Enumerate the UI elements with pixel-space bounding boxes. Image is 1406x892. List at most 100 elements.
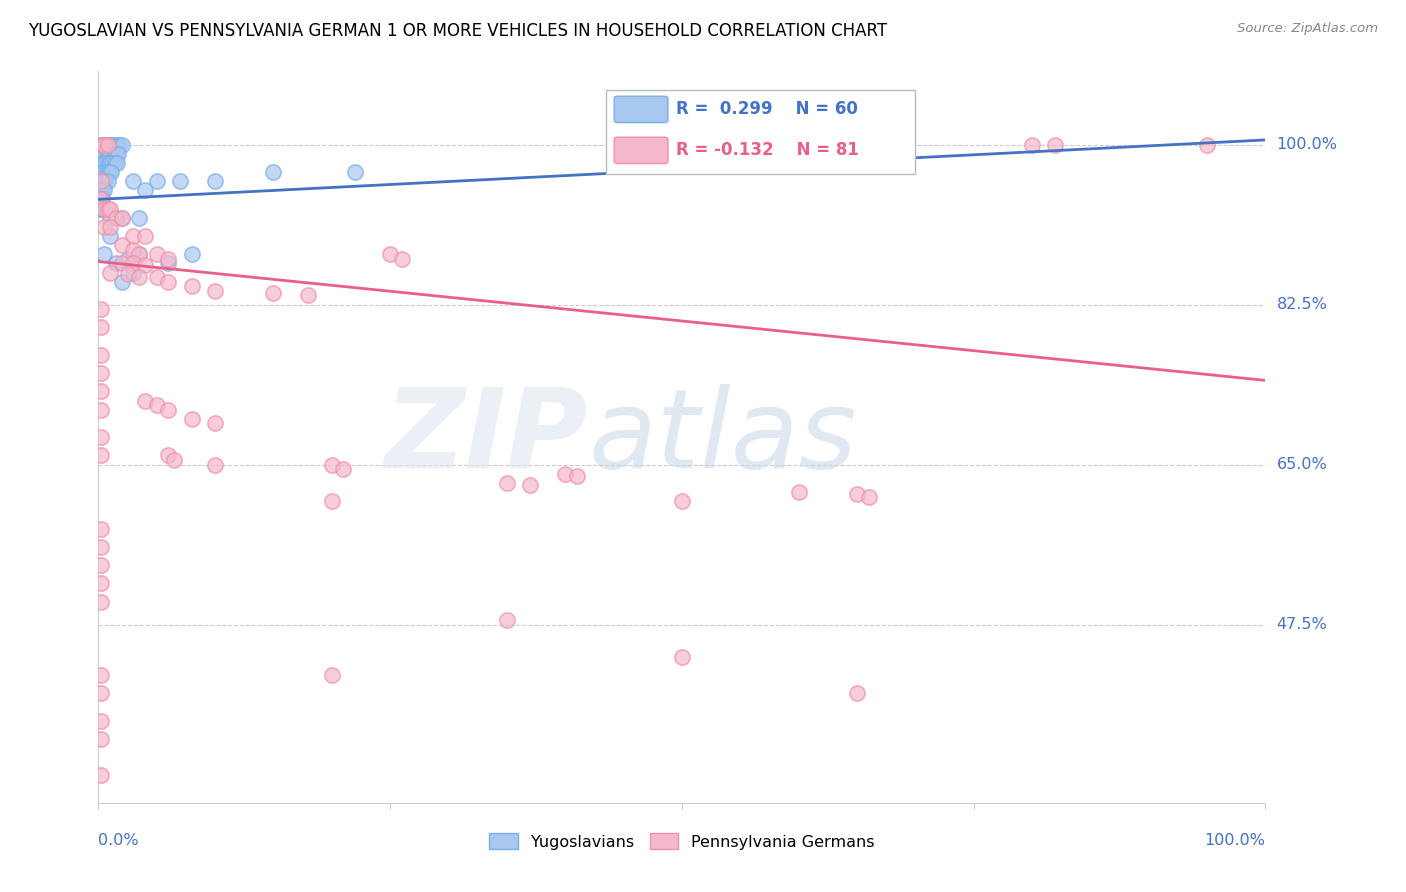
Point	[134, 183, 156, 197]
Text: 100.0%: 100.0%	[1205, 833, 1265, 848]
Point	[90, 558, 112, 573]
Point	[90, 183, 112, 197]
Point	[262, 165, 284, 179]
Point	[111, 275, 134, 289]
Point	[104, 146, 127, 161]
Point	[122, 256, 145, 270]
Point	[122, 243, 145, 257]
Point	[134, 393, 156, 408]
Point	[321, 494, 343, 508]
Point	[90, 137, 112, 152]
Point	[90, 448, 112, 462]
Point	[204, 458, 226, 472]
Point	[90, 521, 112, 535]
Point	[146, 398, 169, 412]
Point	[104, 155, 127, 169]
Point	[157, 448, 180, 462]
Point	[565, 469, 588, 483]
Point	[100, 146, 122, 161]
Point	[105, 155, 128, 169]
Text: R = -0.132    N = 81: R = -0.132 N = 81	[676, 141, 859, 159]
Point	[93, 137, 115, 152]
Point	[97, 155, 120, 169]
Point	[101, 137, 124, 152]
Text: 100.0%: 100.0%	[1277, 137, 1337, 152]
Point	[146, 174, 169, 188]
Point	[94, 155, 117, 169]
Point	[90, 146, 112, 161]
Point	[90, 402, 112, 417]
Point	[94, 137, 117, 152]
Point	[858, 490, 880, 504]
Point	[128, 247, 150, 261]
Text: 47.5%: 47.5%	[1277, 617, 1327, 632]
Point	[98, 266, 121, 280]
Point	[98, 228, 121, 243]
Point	[204, 174, 226, 188]
Point	[90, 540, 112, 554]
Text: 82.5%: 82.5%	[1277, 297, 1327, 312]
Point	[111, 238, 134, 252]
Text: 0.0%: 0.0%	[98, 833, 139, 848]
Point	[98, 137, 121, 152]
Point	[90, 202, 112, 216]
Point	[97, 146, 120, 161]
Point	[93, 202, 115, 216]
Point	[90, 667, 112, 681]
FancyBboxPatch shape	[614, 137, 668, 163]
Point	[1045, 137, 1067, 152]
Point	[98, 202, 121, 216]
Point	[496, 613, 519, 627]
Point	[846, 686, 869, 700]
Point	[90, 594, 112, 608]
Point	[90, 193, 112, 207]
Point	[97, 137, 120, 152]
Point	[93, 183, 115, 197]
Point	[104, 137, 127, 152]
Point	[111, 211, 134, 225]
Point	[321, 458, 343, 472]
Point	[204, 417, 226, 431]
Point	[1195, 137, 1218, 152]
Text: R =  0.299    N = 60: R = 0.299 N = 60	[676, 100, 858, 118]
Point	[91, 155, 114, 169]
Text: Source: ZipAtlas.com: Source: ZipAtlas.com	[1237, 22, 1378, 36]
Point	[97, 165, 120, 179]
Point	[157, 256, 180, 270]
Text: 65.0%: 65.0%	[1277, 457, 1327, 472]
Point	[98, 219, 121, 234]
Point	[128, 211, 150, 225]
Point	[107, 146, 129, 161]
Point	[321, 667, 343, 681]
Point	[90, 301, 112, 317]
Point	[105, 137, 128, 152]
Point	[94, 174, 117, 188]
Point	[90, 165, 112, 179]
Point	[93, 247, 115, 261]
Point	[90, 174, 112, 188]
Point	[496, 475, 519, 490]
Point	[169, 174, 191, 188]
Point	[846, 487, 869, 501]
Point	[91, 137, 114, 152]
Point	[93, 165, 115, 179]
Point	[117, 268, 139, 282]
Point	[97, 174, 120, 188]
Point	[89, 193, 111, 207]
Point	[89, 183, 111, 197]
Point	[90, 430, 112, 444]
Point	[96, 165, 118, 179]
Point	[128, 270, 150, 285]
Point	[98, 211, 121, 225]
Point	[89, 202, 111, 216]
FancyBboxPatch shape	[614, 96, 668, 122]
Point	[90, 576, 112, 591]
Point	[97, 137, 120, 152]
Point	[787, 485, 810, 500]
Point	[90, 348, 112, 362]
Point	[146, 247, 169, 261]
Point	[134, 228, 156, 243]
Point	[554, 467, 576, 481]
Point	[332, 462, 354, 476]
Point	[93, 146, 115, 161]
